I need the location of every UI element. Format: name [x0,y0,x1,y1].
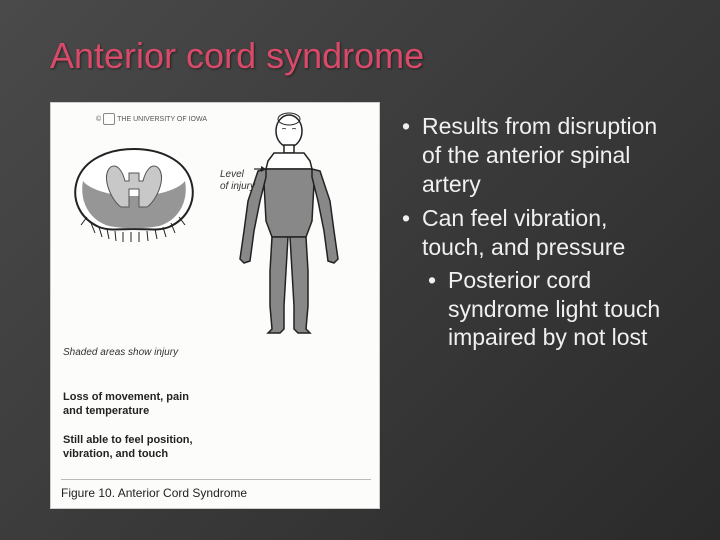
injury-level-label: Levelof injury [220,169,255,193]
figure-panel: © THE UNIVERSITY OF IOWA [50,102,380,509]
figure-top: © THE UNIVERSITY OF IOWA [59,111,371,341]
logo-icon [103,113,115,125]
slide-title: Anterior cord syndrome [50,35,670,77]
figure-caption: Figure 10. Anterior Cord Syndrome [61,479,371,500]
cord-svg [59,111,209,256]
sub-bullet-1: Posterior cord syndrome light touch impa… [422,266,670,352]
still-note: Still able to feel position,vibration, a… [63,433,371,462]
attribution-text: THE UNIVERSITY OF IOWA [117,116,207,123]
body-svg [214,111,364,341]
content-row: © THE UNIVERSITY OF IOWA [50,102,670,509]
shaded-areas-note: Shaded areas show injury [63,347,371,358]
bullet-1: Results from disruption of the anterior … [400,112,670,198]
attribution: © THE UNIVERSITY OF IOWA [96,113,207,125]
cord-cross-section: © THE UNIVERSITY OF IOWA [59,111,209,256]
slide: Anterior cord syndrome © THE UNIVERSITY … [0,0,720,540]
bullet-list: Results from disruption of the anterior … [400,102,670,509]
bullet-2-text: Can feel vibration, touch, and pressure [422,205,625,260]
loss-note: Loss of movement, painand temperature [63,390,371,419]
body-diagram: Levelof injury [214,111,364,341]
bullet-2: Can feel vibration, touch, and pressure … [400,204,670,352]
